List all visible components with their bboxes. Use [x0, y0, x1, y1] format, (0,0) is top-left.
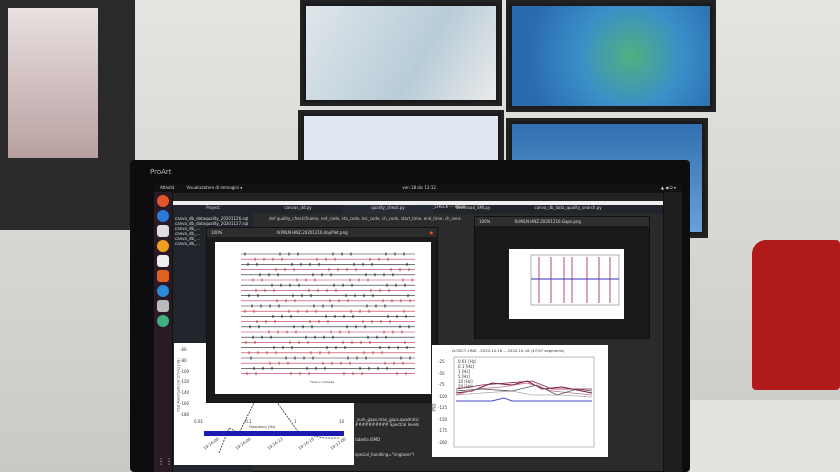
dayplot-image: Time in minutes — [215, 242, 431, 394]
psd-title: IV.SSCT..HNZ - 2020-10-16 -- 2020-10-16 … — [452, 348, 565, 353]
file-item[interactable]: canva_db_... — [175, 241, 200, 246]
code-line[interactable]: _sum_gaps,max_gaps,quadratic — [355, 417, 420, 422]
y-tick: -140 — [180, 390, 190, 396]
y-tick: -200 — [438, 439, 448, 445]
y-tick: -150 — [438, 416, 448, 422]
image-viewer-dayplot: 100% IV.MILN.HNZ.20201216.dayPlot.png ● … — [206, 227, 438, 403]
file-item[interactable]: canva_db_dataquality_20201127.sql — [175, 221, 249, 226]
y-tick: -80 — [180, 357, 187, 363]
tab[interactable]: canvas_dd.py — [284, 205, 312, 210]
psd-line-1hz — [455, 390, 593, 398]
y-tick: -175 — [438, 428, 448, 434]
firefox-icon[interactable] — [157, 195, 169, 207]
viewer-icon[interactable] — [157, 300, 169, 312]
thunderbird-icon[interactable] — [157, 210, 169, 222]
desk — [690, 400, 840, 472]
gaps-svg — [530, 254, 620, 306]
y-tick: -50 — [438, 370, 445, 376]
file-item[interactable]: canva_db_dataquality_20201126.sql — [175, 216, 249, 221]
dayplot-xlabel: Time in minutes — [310, 380, 335, 384]
x-tick: 10 — [338, 419, 344, 424]
psd-svg — [453, 356, 595, 448]
code-bottom: _sum_gaps,max_gaps,quadratic ########## … — [355, 403, 475, 457]
spectrum-xlabel: Frequency [Hz] — [249, 425, 276, 429]
psd-plot: IV.SSCT..HNZ - 2020-10-16 -- 2020-10-16 … — [432, 345, 608, 457]
writer-icon[interactable] — [157, 255, 169, 267]
legend-entry: 10 [Hz] — [458, 379, 473, 384]
file-item[interactable]: canva_db_... — [175, 231, 200, 236]
psd-yticks: -25 -50 -75 -100 -125 -150 -175 -200 — [438, 359, 447, 445]
code-line[interactable]: tabella ISMD — [355, 437, 381, 442]
dayplot-svg — [241, 252, 415, 376]
tab[interactable]: canva_db_data_quality_search.py — [534, 205, 602, 210]
app-menu[interactable]: Visualizzatore di immagini ▾ — [186, 185, 243, 190]
viewer-title: IV.MILN.HNZ.20201216.dayPlot.png — [276, 230, 348, 235]
psd-line-20hz — [455, 380, 592, 390]
x-tick: 1 — [294, 419, 297, 424]
spectrum-yticks: -60 -80 -100 -120 -140 -160 -180 — [180, 347, 189, 417]
gap-lines — [538, 257, 611, 303]
legend-entry: 0.01 [Hz] — [458, 359, 477, 364]
code-line[interactable]: def quality_check(fname, net_code, sta_c… — [269, 216, 461, 221]
y-tick: -120 — [180, 379, 190, 385]
y-tick: -60 — [180, 347, 187, 352]
tab-active[interactable]: quality_check.py — [343, 205, 433, 214]
code-line[interactable]: special_handling="ringlaser") — [355, 452, 415, 457]
system-tray-icons[interactable]: ▲ ◀ ⏻ ▾ — [660, 185, 676, 190]
y-tick: -100 — [438, 393, 448, 399]
image-viewer-gaps: 100% IV.MILN.HNZ.20201216.Gaps.png — [474, 216, 650, 339]
tab[interactable]: download_SMI.py — [455, 205, 491, 210]
top-bar: Attività Visualizzatore di immagini ▾ ve… — [154, 183, 682, 192]
zoom-level[interactable]: 100% — [211, 230, 223, 235]
window-glass — [8, 8, 98, 158]
zoom-level[interactable]: 100% — [479, 219, 491, 224]
clock[interactable]: ven 18 dic 12:12 — [402, 185, 436, 190]
file-item[interactable]: canva_db_... — [175, 226, 200, 231]
screen: Attività Visualizzatore di immagini ▾ ve… — [154, 183, 682, 472]
project-label: Project — [206, 205, 220, 210]
y-tick: -160 — [180, 401, 190, 407]
time-bar[interactable] — [204, 431, 344, 436]
y-tick: -100 — [180, 368, 190, 374]
y-tick: -25 — [438, 359, 445, 364]
legend-entry: 20 [Hz] — [458, 384, 473, 389]
y-tick: -75 — [438, 382, 445, 388]
psd-legend: 0.01 [Hz] 0.1 [Hz] 1 [Hz] 5 [Hz] 10 [Hz]… — [458, 359, 476, 389]
dock: ⋮⋮ — [154, 192, 173, 472]
legend-entry: 5 [Hz] — [458, 374, 471, 379]
x-tick: 0.1 — [245, 419, 252, 424]
code-line[interactable]: ########## Spectral levels — [355, 422, 420, 427]
file-item[interactable]: canva_db_... — [175, 236, 200, 241]
wall-monitor-map — [300, 0, 502, 106]
viewer-title: IV.MILN.HNZ.20201216.Gaps.png — [514, 219, 581, 224]
psd-line-0.1hz — [456, 397, 592, 402]
atom-icon[interactable] — [157, 315, 169, 327]
rhythmbox-icon[interactable] — [157, 240, 169, 252]
files-icon[interactable] — [157, 225, 169, 237]
y-tick: -125 — [438, 405, 448, 411]
show-apps-icon[interactable]: ⋮⋮ — [157, 457, 173, 466]
time-ticks: 10:16:00 10:16:06 10:16:12 10:16:18 10:1… — [202, 436, 347, 450]
close-icon[interactable]: ● — [429, 230, 434, 235]
red-chair — [752, 240, 840, 390]
help-icon[interactable] — [157, 285, 169, 297]
spectrum-xticks: 0.01 0.1 1 10 — [194, 419, 344, 424]
monitor-brand: ProArt — [150, 168, 172, 176]
activities-button[interactable]: Attività — [160, 185, 175, 190]
x-tick: 0.01 — [194, 419, 203, 424]
software-icon[interactable] — [157, 270, 169, 282]
gaps-image — [509, 249, 624, 319]
wall-monitor-weather — [506, 0, 716, 112]
psd-axes — [453, 356, 595, 448]
legend-entry: 0.1 [Hz] — [458, 364, 474, 369]
y-tick: -180 — [180, 411, 190, 417]
gaps-axes — [530, 254, 620, 306]
legend-entry: 1 [Hz] — [458, 369, 471, 374]
